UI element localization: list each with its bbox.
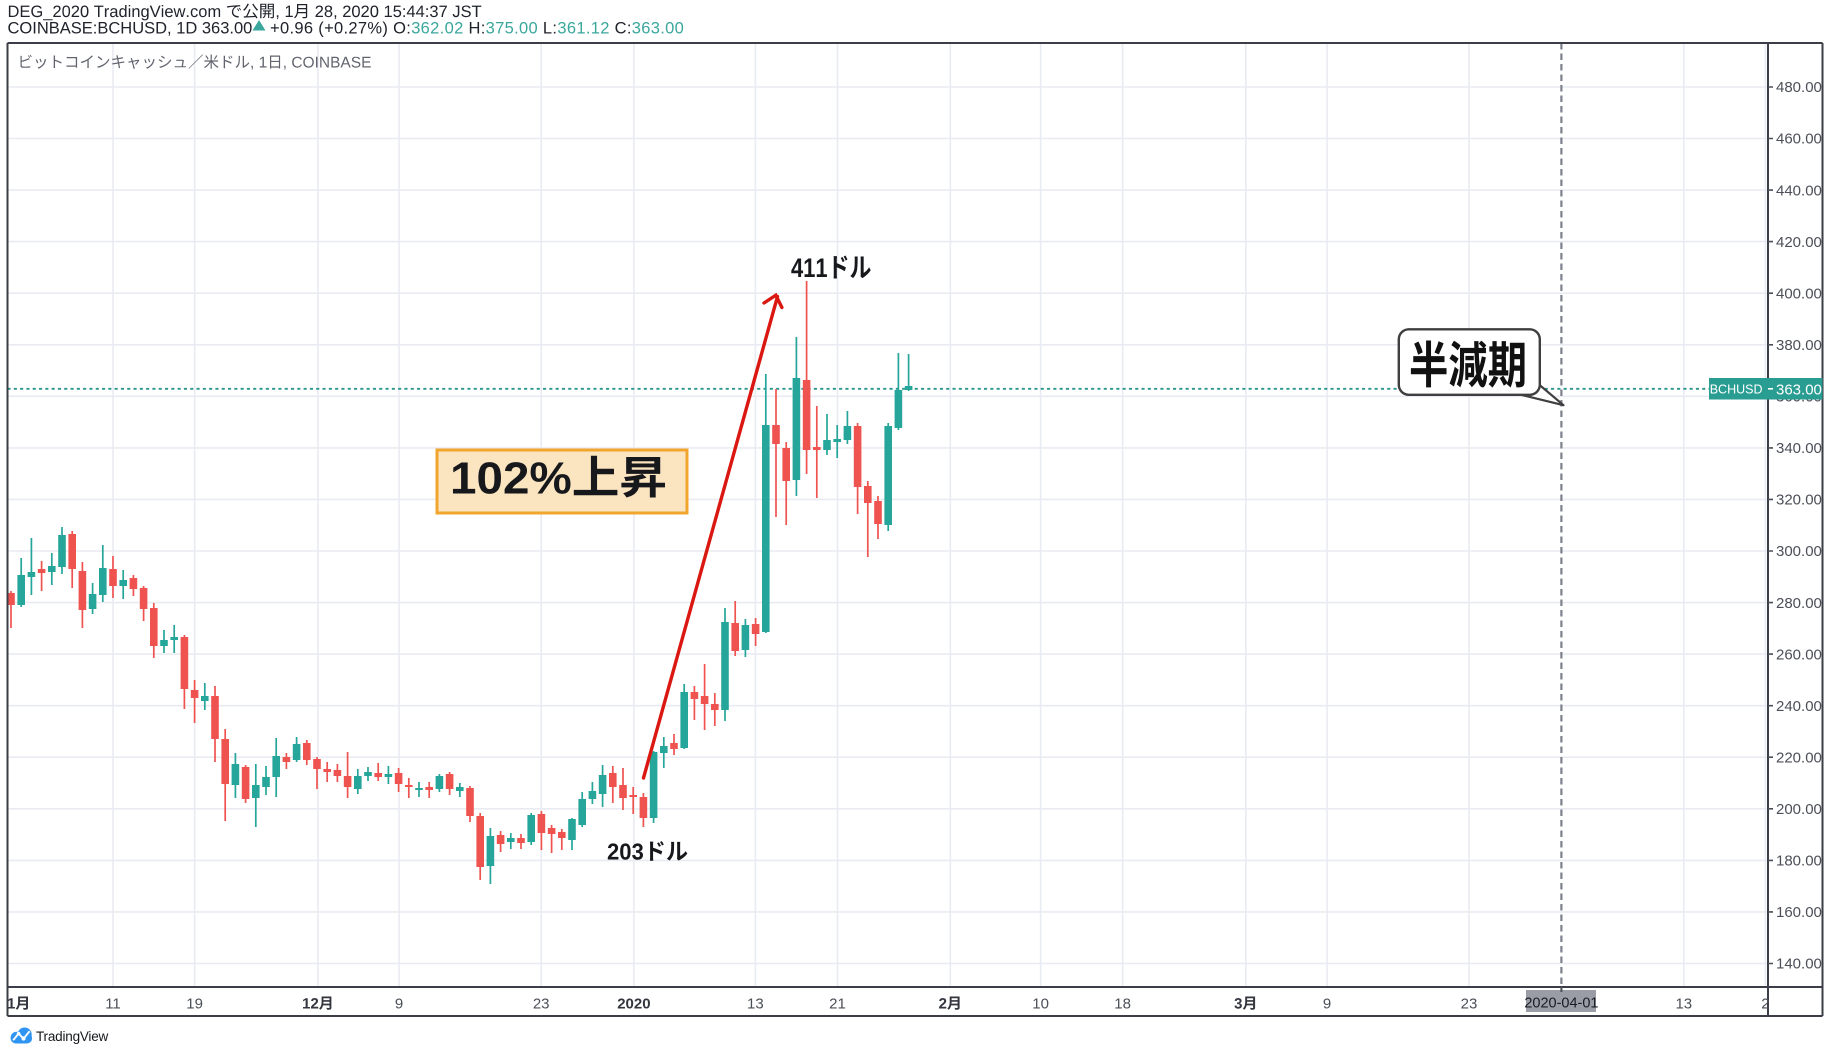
svg-text:19: 19 [186,996,203,1013]
svg-text:220.00: 220.00 [1776,749,1822,766]
svg-text:440.00: 440.00 [1776,182,1822,199]
svg-text:18: 18 [1114,996,1131,1013]
svg-text:10: 10 [1032,996,1049,1013]
svg-text:13: 13 [1675,996,1692,1013]
svg-text:480.00: 480.00 [1776,79,1822,96]
svg-text:9: 9 [1323,996,1331,1013]
svg-text:460.00: 460.00 [1776,131,1822,148]
svg-text:260.00: 260.00 [1776,646,1822,663]
svg-text:COINBASE:BCHUSD, 1D 363.00: COINBASE:BCHUSD, 1D 363.00 [8,20,253,38]
svg-text:2: 2 [1761,996,1769,1013]
svg-text:2020: 2020 [617,996,650,1013]
svg-text:380.00: 380.00 [1776,337,1822,354]
svg-text:140.00: 140.00 [1776,956,1822,973]
svg-text:363.00: 363.00 [1776,382,1822,399]
svg-text:9: 9 [395,996,403,1013]
svg-text:BCHUSD: BCHUSD [1710,383,1763,397]
svg-text:240.00: 240.00 [1776,698,1822,715]
svg-text:340.00: 340.00 [1776,440,1822,457]
svg-text:320.00: 320.00 [1776,492,1822,509]
svg-text:23: 23 [533,996,550,1013]
svg-text:13: 13 [747,996,764,1013]
svg-text:300.00: 300.00 [1776,543,1822,560]
svg-text:11: 11 [105,996,121,1013]
svg-text:180.00: 180.00 [1776,853,1822,870]
svg-text:420.00: 420.00 [1776,234,1822,251]
svg-text:2020-04-01: 2020-04-01 [1524,996,1598,1012]
svg-text:23: 23 [1461,996,1478,1013]
svg-text:160.00: 160.00 [1776,904,1822,921]
svg-text:280.00: 280.00 [1776,595,1822,612]
svg-text:21: 21 [829,996,846,1013]
svg-text:200.00: 200.00 [1776,801,1822,818]
svg-text:+0.96 (+0.27%) O:362.02 H:375.: +0.96 (+0.27%) O:362.02 H:375.00 L:361.1… [270,20,684,38]
svg-text:400.00: 400.00 [1776,285,1822,302]
svg-text:TradingView: TradingView [36,1029,109,1044]
